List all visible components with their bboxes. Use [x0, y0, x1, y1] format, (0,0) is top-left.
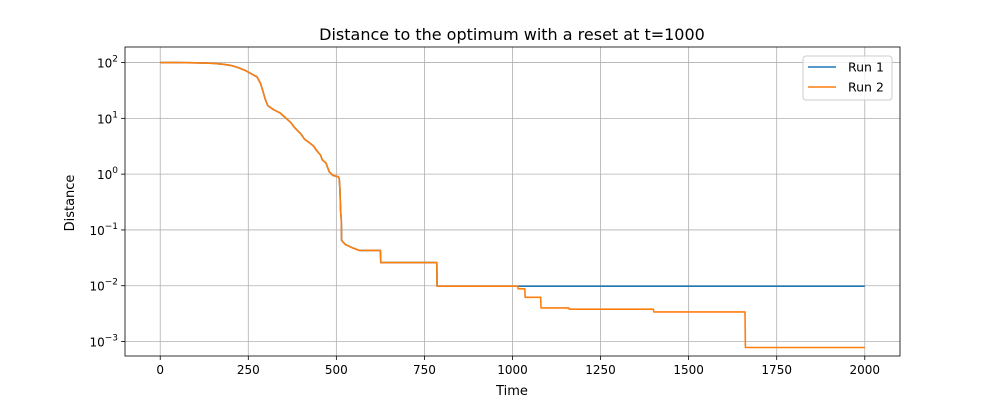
x-tick-label: 750	[413, 363, 436, 377]
x-tick-label: 2000	[849, 363, 880, 377]
y-tick-label: 10−2	[89, 278, 118, 294]
x-tick-label: 1750	[761, 363, 792, 377]
y-axis-label: Distance	[63, 175, 78, 232]
tick-layer: 0 250 500 750 1000 1250 1500 1750 2000 102 101 100 1…	[89, 55, 880, 377]
legend-label-2: Run 2	[848, 80, 884, 95]
chart-title: Distance to the optimum with a reset at …	[319, 25, 705, 44]
y-tick-label: 100	[97, 166, 118, 182]
legend-label-1: Run 1	[848, 60, 884, 75]
x-tick-label: 1250	[585, 363, 616, 377]
y-tick-label: 102	[97, 55, 118, 71]
x-tick-label: 1500	[673, 363, 704, 377]
grid-layer	[125, 47, 900, 356]
y-tick-label: 101	[97, 110, 118, 126]
y-tick-label: 10−3	[89, 334, 118, 350]
y-tick-label: 10−1	[89, 222, 118, 238]
x-tick-label: 0	[156, 363, 164, 377]
legend: Run 1 Run 2	[802, 55, 893, 101]
x-tick-label: 250	[237, 363, 260, 377]
x-tick-label: 1000	[497, 363, 528, 377]
series-layer	[160, 61, 865, 349]
x-tick-label: 500	[325, 363, 348, 377]
series-line-2	[160, 61, 865, 349]
x-axis-label: Time	[495, 384, 528, 399]
